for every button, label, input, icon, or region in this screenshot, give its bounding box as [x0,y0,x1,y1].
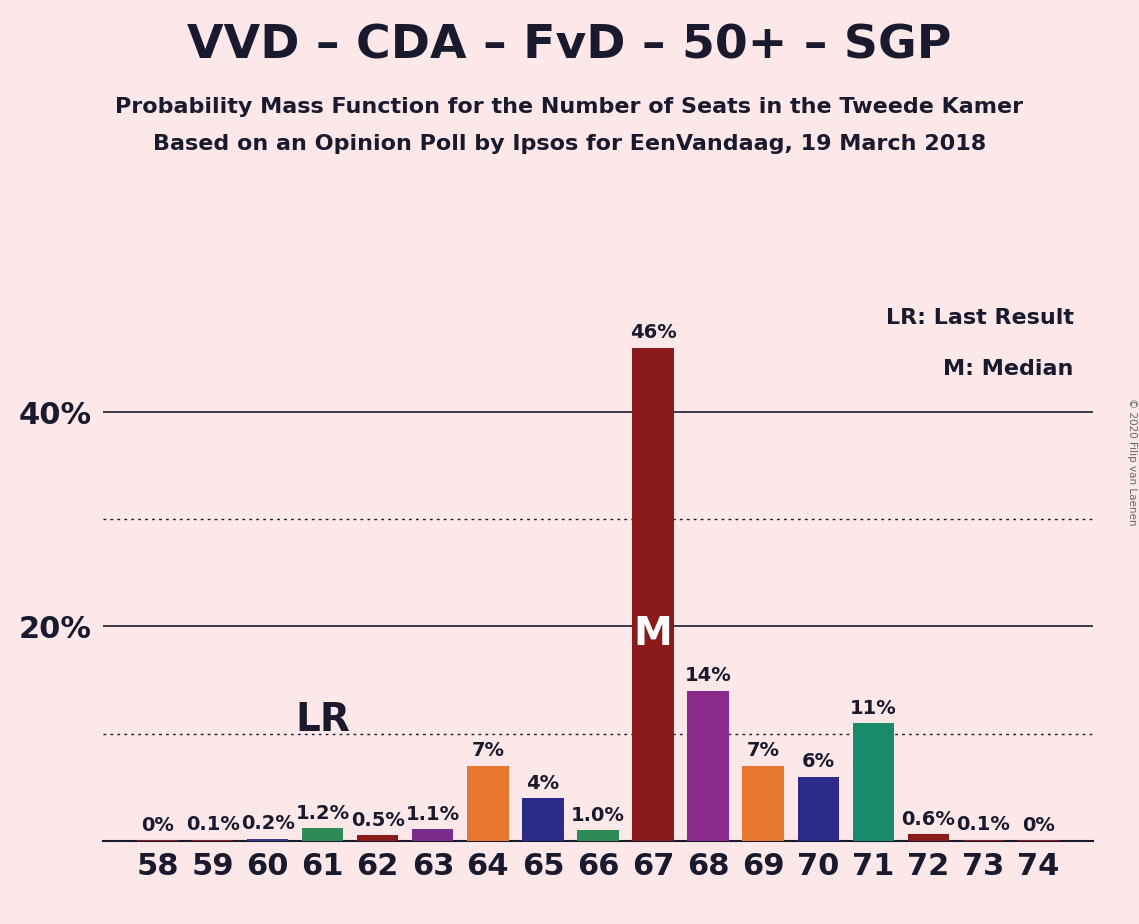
Text: 0%: 0% [1022,816,1055,835]
Text: M: Median: M: Median [943,359,1074,379]
Text: 0.5%: 0.5% [351,811,404,830]
Text: 11%: 11% [850,699,896,718]
Bar [853,723,894,841]
Text: © 2020 Filip van Laenen: © 2020 Filip van Laenen [1126,398,1137,526]
Bar [632,347,673,841]
Text: Based on an Opinion Poll by Ipsos for EenVandaag, 19 March 2018: Based on an Opinion Poll by Ipsos for Ee… [153,134,986,154]
Text: 0.1%: 0.1% [957,815,1010,834]
Bar [688,691,729,841]
Text: 7%: 7% [472,741,505,760]
Text: 0.2%: 0.2% [240,814,295,833]
Bar [192,840,233,841]
Bar [523,798,564,841]
Text: M: M [633,614,672,652]
Bar [797,776,838,841]
Text: LR: Last Result: LR: Last Result [886,308,1074,328]
Text: 0.6%: 0.6% [901,810,956,829]
Text: 7%: 7% [747,741,779,760]
Bar [412,829,453,841]
Text: 4%: 4% [526,773,559,793]
Bar [962,840,1003,841]
Text: LR: LR [295,701,350,739]
Text: 1.0%: 1.0% [571,806,625,825]
Text: 0%: 0% [141,816,174,835]
Bar [908,834,949,841]
Bar [302,828,343,841]
Text: 14%: 14% [685,666,731,686]
Bar [247,839,288,841]
Text: 1.2%: 1.2% [296,804,350,822]
Bar [577,830,618,841]
Text: 46%: 46% [630,323,677,343]
Text: VVD – CDA – FvD – 50+ – SGP: VVD – CDA – FvD – 50+ – SGP [187,23,952,68]
Text: 1.1%: 1.1% [405,805,460,823]
Text: 0.1%: 0.1% [186,815,239,834]
Bar [467,766,508,841]
Text: 6%: 6% [802,752,835,772]
Bar [743,766,784,841]
Text: Probability Mass Function for the Number of Seats in the Tweede Kamer: Probability Mass Function for the Number… [115,97,1024,117]
Bar [358,835,399,841]
